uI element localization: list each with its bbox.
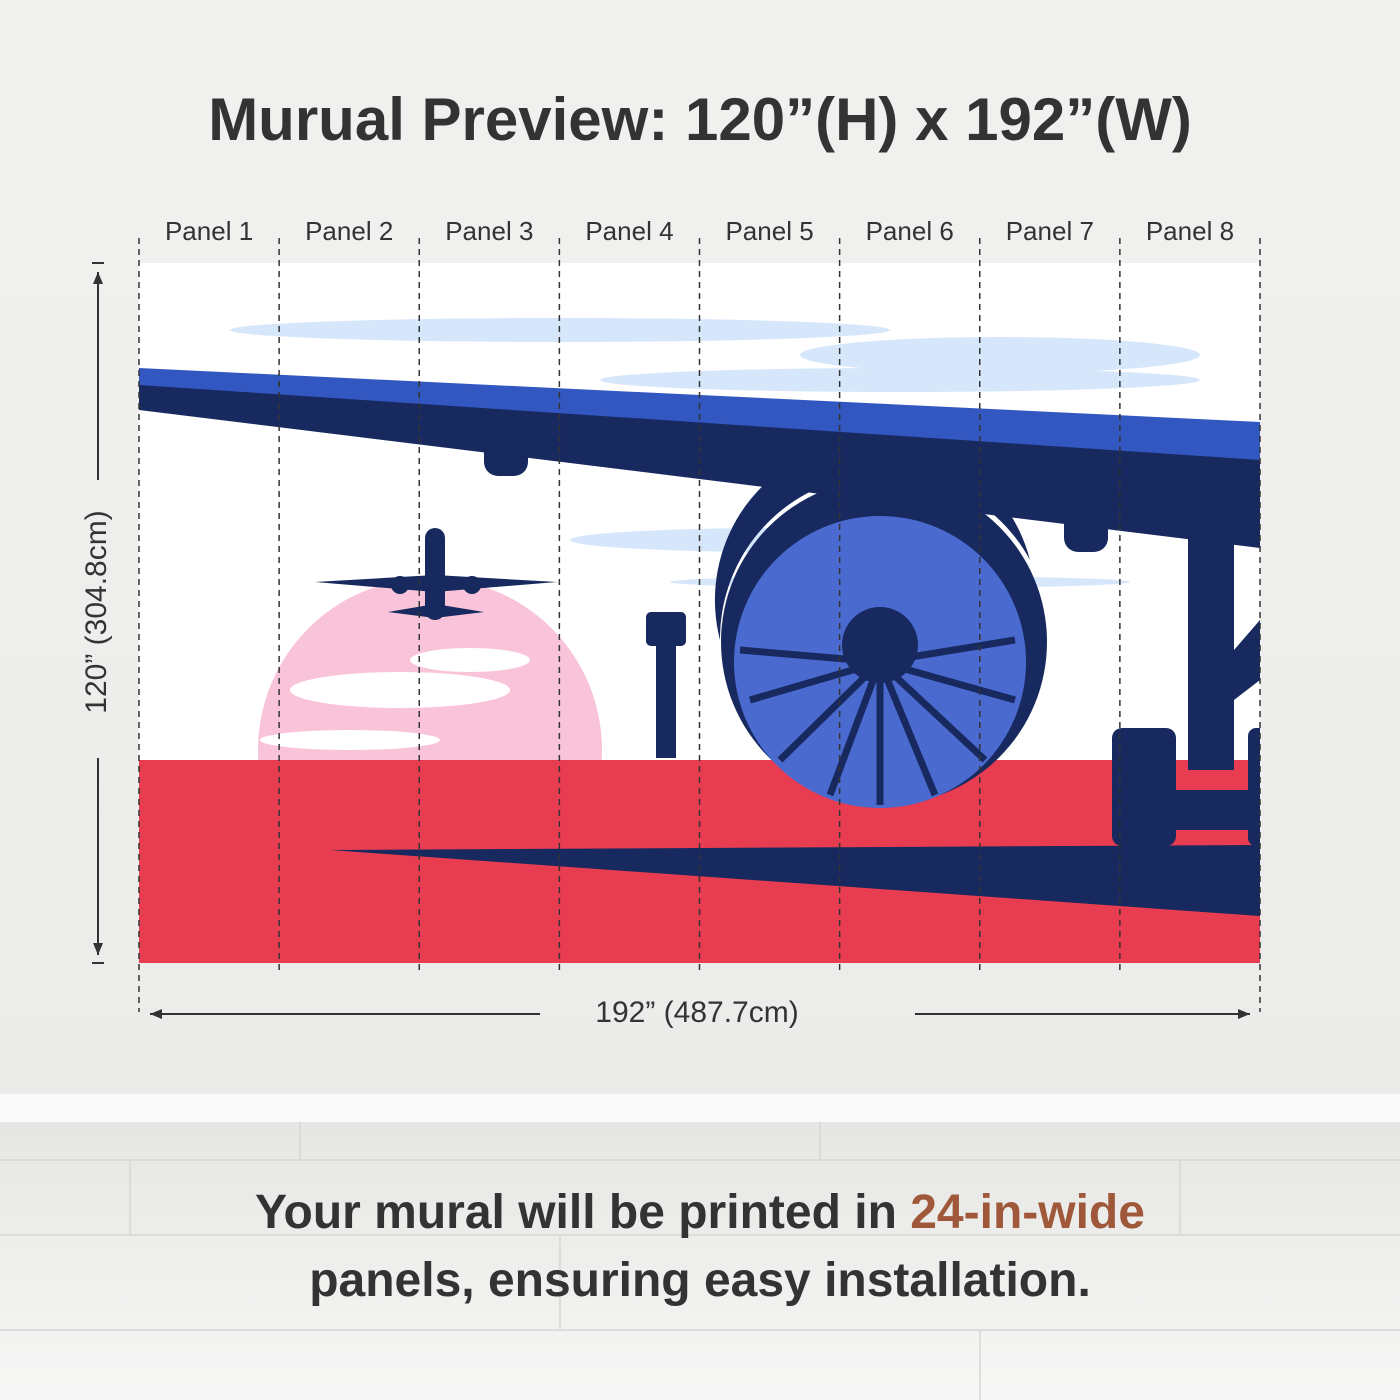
- panel-label: Panel 3: [445, 216, 533, 246]
- panel-label: Panel 1: [165, 216, 253, 246]
- title: Murual Preview: 120”(H) x 192”(W): [208, 86, 1192, 153]
- panel-label: Panel 2: [305, 216, 393, 246]
- caption-line: panels, ensuring easy installation.: [309, 1254, 1091, 1307]
- panel-label: Panel 5: [725, 216, 813, 246]
- arrow-head: [1238, 1009, 1250, 1019]
- caption-text: Your mural will be printed in: [255, 1186, 897, 1239]
- height-label: 120” (304.8cm): [80, 510, 113, 713]
- mural-artwork: [139, 263, 1260, 963]
- width-label: 192” (487.7cm): [595, 996, 798, 1029]
- floor-boards: [0, 1122, 1400, 1400]
- panel-label: Panel 8: [1146, 216, 1234, 246]
- baseboard: [0, 1094, 1400, 1122]
- panel-guides: [138, 238, 1261, 1012]
- arrow-head: [93, 943, 103, 955]
- floor: [0, 1098, 1400, 1400]
- caption-highlight: 24-in-wide: [910, 1186, 1145, 1239]
- caption-line: Your mural will be printed in 24-in-wide: [255, 1186, 1145, 1239]
- panel-label: Panel 6: [866, 216, 954, 246]
- panel-label: Panel 4: [585, 216, 673, 246]
- arrow-head: [150, 1009, 162, 1019]
- arrow-head: [93, 272, 103, 284]
- panel-label: Panel 7: [1006, 216, 1094, 246]
